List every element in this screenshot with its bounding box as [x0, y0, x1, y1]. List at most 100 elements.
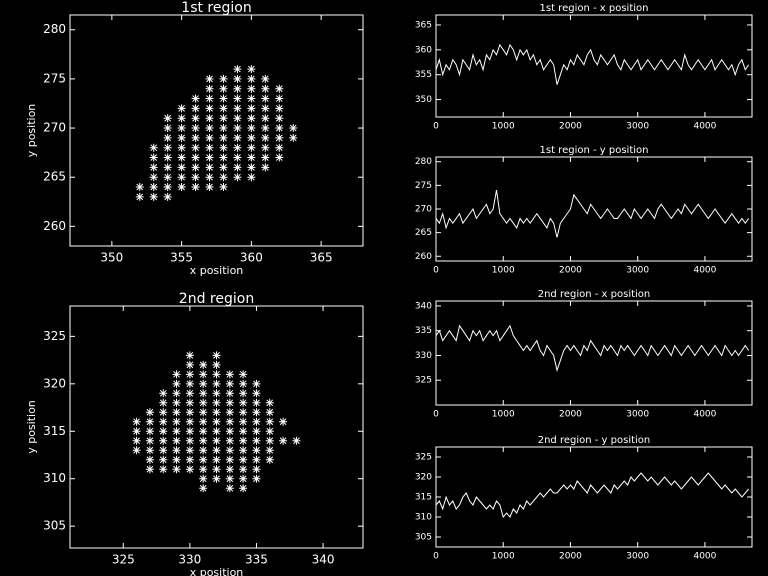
x-tick-label: 3000	[626, 552, 649, 562]
point	[199, 427, 208, 436]
point	[219, 133, 228, 142]
series-line	[435, 190, 750, 238]
point	[275, 104, 284, 113]
point	[247, 143, 256, 152]
point	[159, 389, 168, 398]
point	[163, 133, 172, 142]
point	[199, 360, 208, 369]
point	[149, 173, 158, 182]
point	[265, 455, 274, 464]
point	[289, 124, 298, 133]
y-tick-label: 305	[415, 533, 432, 543]
y-tick-label: 280	[43, 22, 66, 36]
x-tick-label: 0	[433, 266, 439, 276]
point	[233, 163, 242, 172]
plot-frame	[69, 14, 364, 247]
point	[185, 455, 194, 464]
point	[145, 417, 154, 426]
point	[163, 114, 172, 123]
point	[159, 398, 168, 407]
point	[212, 427, 221, 436]
point	[239, 436, 248, 445]
point	[252, 389, 261, 398]
x-tick-label: 3000	[626, 266, 649, 276]
x-tick-label: 350	[100, 251, 123, 265]
point	[239, 417, 248, 426]
point	[265, 427, 274, 436]
point	[185, 465, 194, 474]
y-tick-label: 320	[43, 376, 66, 390]
y-tick-label: 305	[43, 519, 66, 533]
point	[177, 163, 186, 172]
point	[233, 65, 242, 74]
y-tick-label: 355	[415, 70, 432, 80]
y-tick-label: 275	[415, 181, 432, 191]
point	[172, 446, 181, 455]
point	[219, 74, 228, 83]
point	[247, 163, 256, 172]
point	[261, 94, 270, 103]
panel: 2nd region - y position 0 1000 2000 3000 4000…	[415, 435, 753, 562]
point	[205, 104, 214, 113]
point	[219, 94, 228, 103]
panel: 2nd region - x position 0 1000 2000 3000 4000…	[415, 289, 753, 420]
point	[163, 153, 172, 162]
point	[191, 133, 200, 142]
point	[265, 436, 274, 445]
point	[191, 124, 200, 133]
point	[261, 153, 270, 162]
point	[145, 408, 154, 417]
point	[159, 408, 168, 417]
point	[212, 446, 221, 455]
point	[177, 143, 186, 152]
point	[185, 417, 194, 426]
x-tick-label: 3000	[626, 410, 649, 420]
point	[199, 474, 208, 483]
x-tick-label: 1000	[492, 122, 515, 132]
point	[261, 84, 270, 93]
point	[247, 84, 256, 93]
point	[177, 133, 186, 142]
point	[199, 408, 208, 417]
point	[265, 408, 274, 417]
x-tick-label: 2000	[559, 410, 582, 420]
point	[252, 417, 261, 426]
chart-title: 1st region	[181, 0, 251, 16]
y-tick-label: 310	[43, 471, 66, 485]
point	[149, 153, 158, 162]
x-tick-label: 330	[178, 553, 201, 567]
point	[275, 84, 284, 93]
point	[145, 455, 154, 464]
point	[159, 427, 168, 436]
point	[177, 173, 186, 182]
x-tick-label: 360	[240, 251, 263, 265]
y-tick-label: 260	[43, 219, 66, 233]
point	[219, 124, 228, 133]
point	[233, 153, 242, 162]
point	[205, 163, 214, 172]
point	[239, 455, 248, 464]
y-tick-label: 335	[415, 326, 432, 336]
point	[252, 408, 261, 417]
point	[132, 446, 141, 455]
point	[205, 94, 214, 103]
point	[247, 133, 256, 142]
point	[233, 133, 242, 142]
point	[205, 84, 214, 93]
y-tick-label: 360	[415, 45, 432, 55]
plot-frame	[69, 305, 364, 549]
point	[275, 114, 284, 123]
point	[199, 436, 208, 445]
point	[185, 360, 194, 369]
point	[191, 104, 200, 113]
x-tick-label: 4000	[693, 122, 716, 132]
point	[205, 133, 214, 142]
point	[159, 436, 168, 445]
point	[163, 173, 172, 182]
point	[199, 417, 208, 426]
chart-title: 1st region - x position	[540, 3, 649, 14]
point	[219, 173, 228, 182]
plot-frame	[435, 14, 753, 118]
